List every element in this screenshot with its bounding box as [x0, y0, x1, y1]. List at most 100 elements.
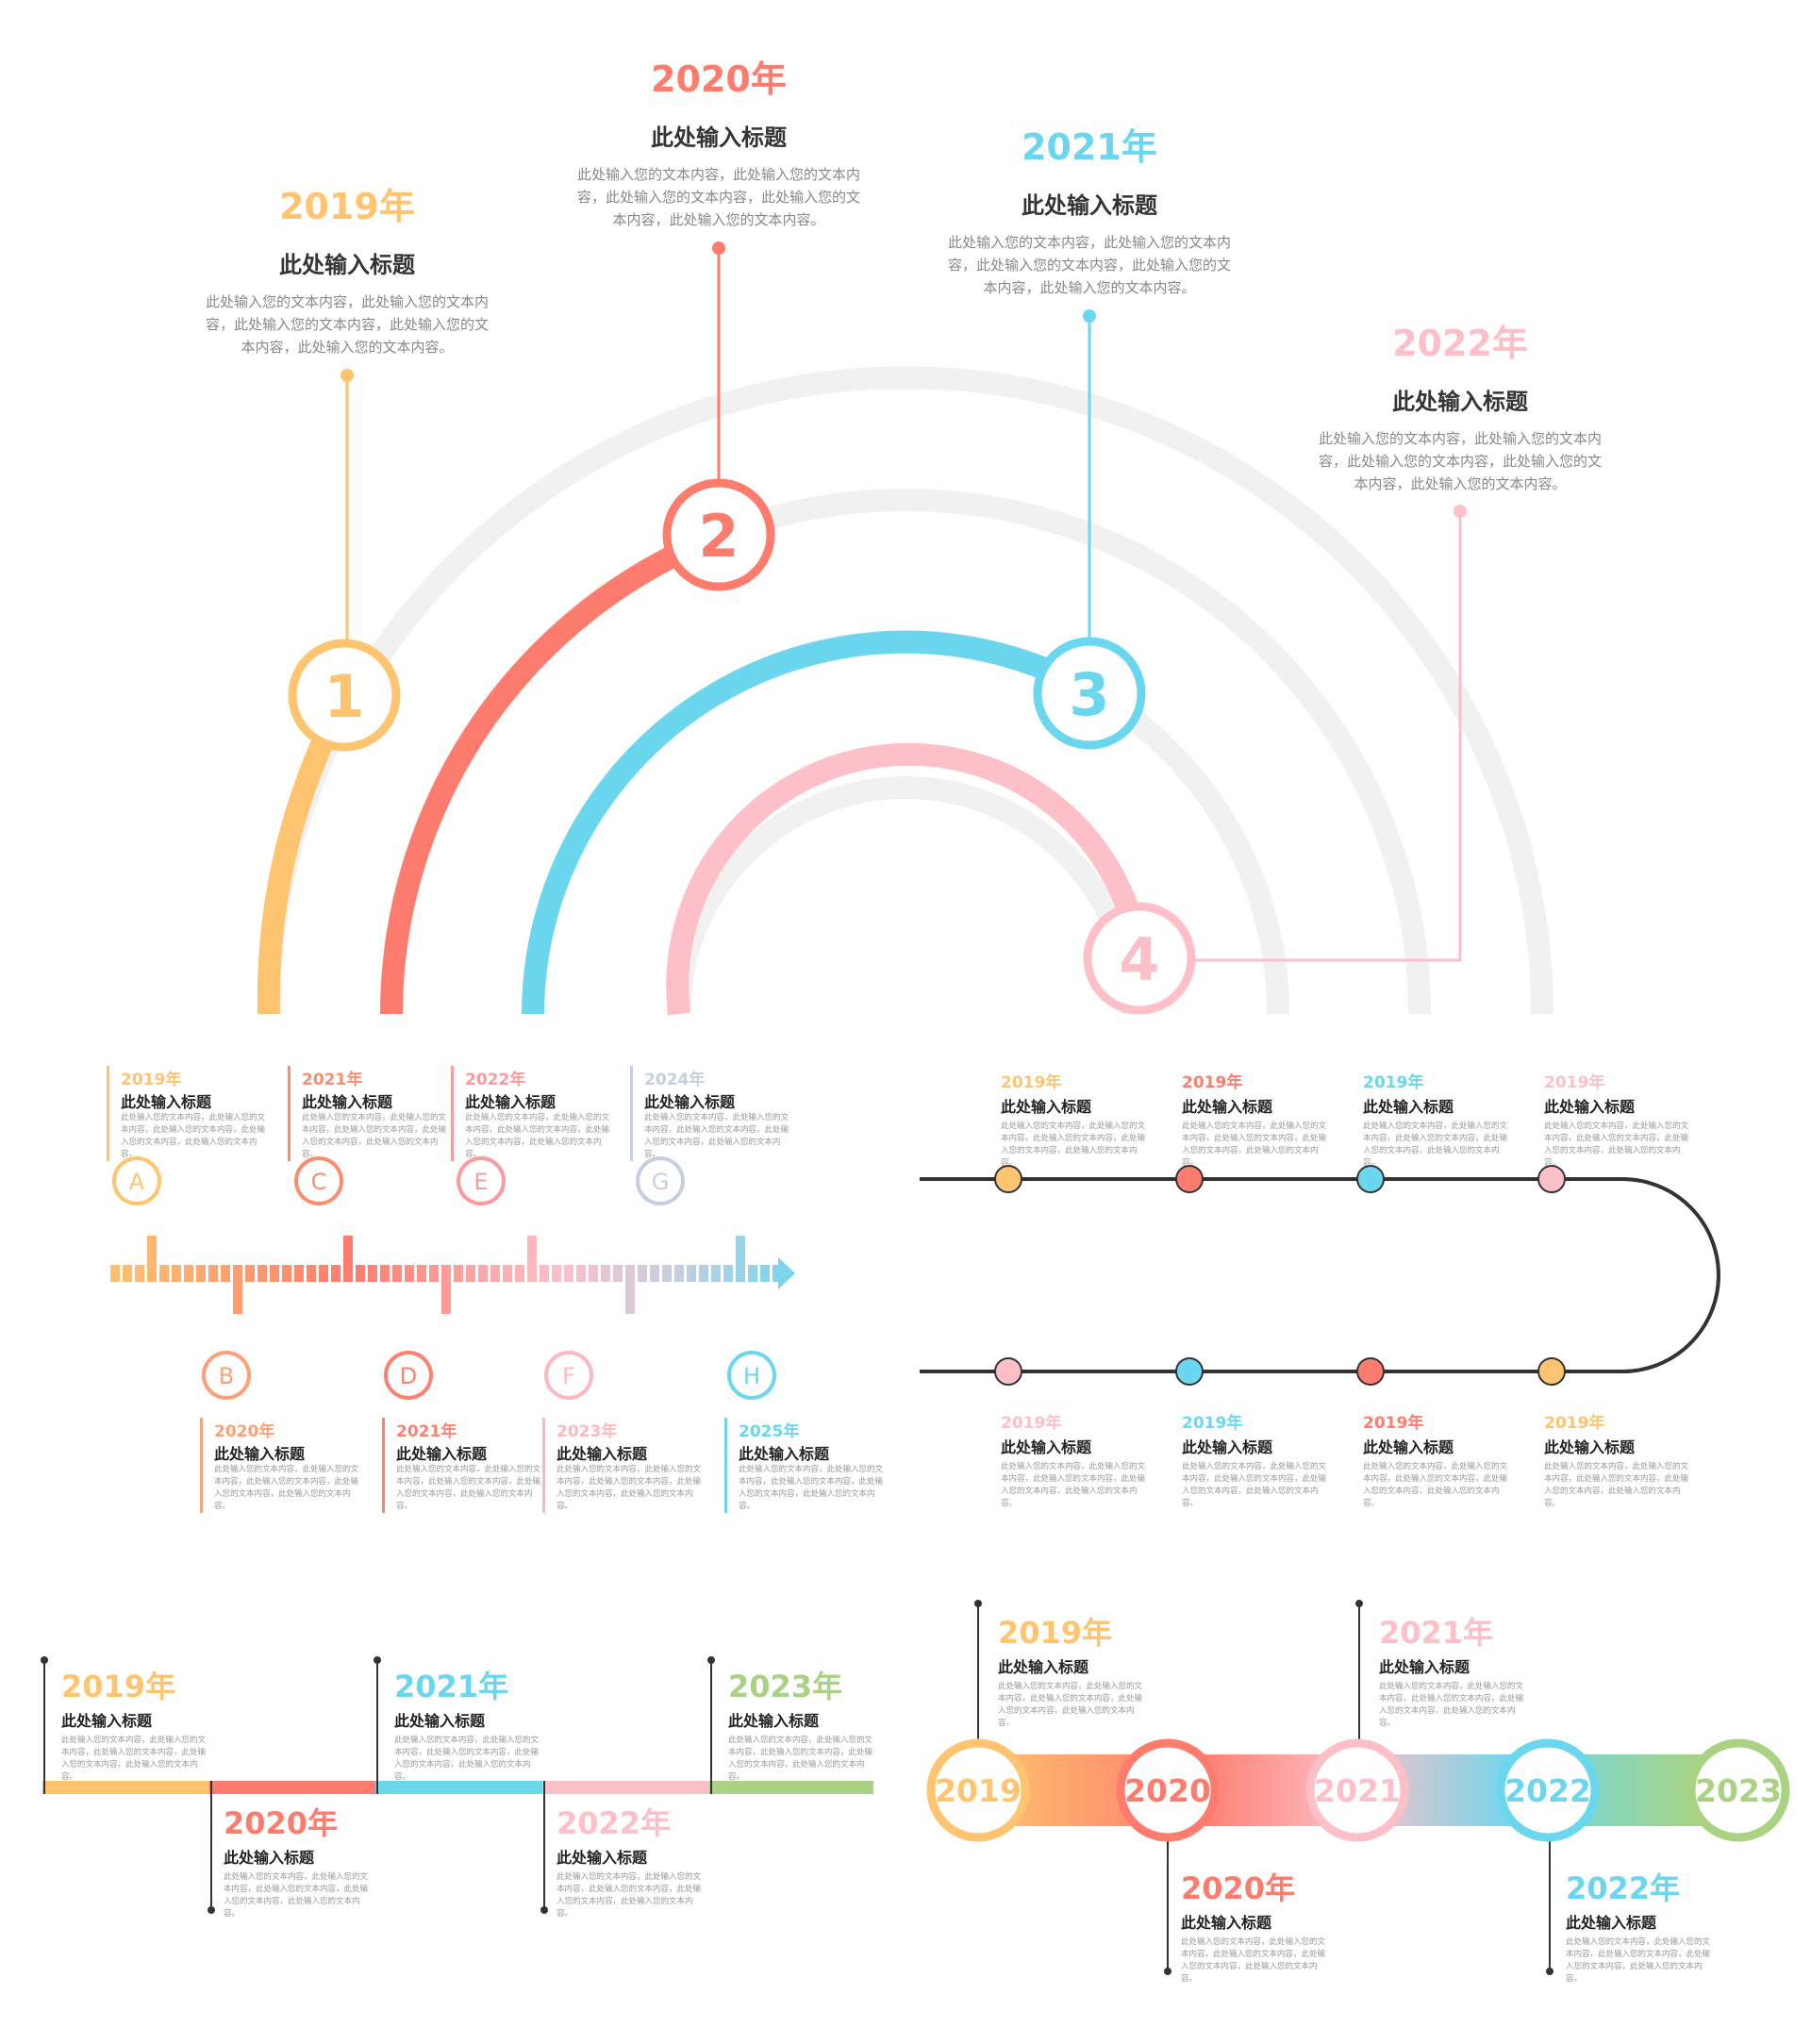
serpentine-caption-top: 2019年 此处输入标题 此处输入您的文本内容，此处输入您的文本内容，此处输入您的文… [1544, 1069, 1695, 1170]
gradient-node-label: 2021 [1314, 1772, 1401, 1809]
caption-title: 此处输入标题 [557, 1849, 648, 1867]
flat-timeline-graphic [41, 1656, 873, 1914]
caption-body: 此处输入您的文本内容，此处输入您的文本内容，此处输入您的文本内容，此处输入您的文… [1001, 1122, 1146, 1168]
arc-track-bg-4 [668, 776, 1143, 1015]
barcode-body: 此处输入您的文本内容，此处输入您的文本内容，此处输入您的文本内容，此处输入您的文… [214, 1465, 359, 1511]
flat-caption: 2019年 此处输入标题 此处输入您的文本内容，此处输入您的文本内容，此处输入您的文… [61, 1663, 212, 1784]
caption-body: 此处输入您的文本内容，此处输入您的文本内容，此处输入您的文本内容，此处输入您的文… [998, 1682, 1143, 1728]
gradient-dot [1355, 1600, 1363, 1607]
gradient-caption: 2019年此处输入标题此处输入您的文本内容，此处输入您的文本内容，此处输入您的文… [998, 1609, 1149, 1730]
caption-title: 此处输入标题 [224, 1849, 315, 1867]
barcode-year: 2019年 [121, 1071, 182, 1089]
gradient-dot [974, 1600, 982, 1607]
gradient-node-2021: 2021 [1305, 1738, 1409, 1842]
arc-title: 此处输入标题 [1022, 192, 1157, 219]
caption-year: 2019年 [998, 1615, 1113, 1651]
serpentine-dot [994, 1165, 1022, 1193]
arc-body: 此处输入您的文本内容，此处输入您的文本内容，此处输入您的文本内容，此处输入您的文… [947, 234, 1231, 296]
arc-node-3: 3 [1033, 637, 1146, 750]
caption-year: 2019年 [1363, 1073, 1424, 1092]
caption-body: 此处输入您的文本内容，此处输入您的文本内容，此处输入您的文本内容，此处输入您的文… [1544, 1462, 1689, 1508]
arc-year: 2022年 [1392, 323, 1528, 364]
caption-title: 此处输入标题 [1544, 1438, 1636, 1456]
barcode-node-f: F [544, 1351, 593, 1400]
caption-title: 此处输入标题 [1363, 1098, 1454, 1116]
caption-body: 此处输入您的文本内容，此处输入您的文本内容，此处输入您的文本内容，此处输入您的文… [1182, 1122, 1327, 1168]
serpentine-caption-bottom: 2019年 此处输入标题 此处输入您的文本内容，此处输入您的文本内容，此处输入您的文… [1544, 1409, 1695, 1510]
caption-body: 此处输入您的文本内容，此处输入您的文本内容，此处输入您的文本内容，此处输入您的文… [557, 1872, 702, 1919]
caption-title: 此处输入标题 [1182, 1438, 1273, 1456]
gradient-node-2022: 2022 [1496, 1738, 1600, 1842]
caption-year: 2021年 [1379, 1615, 1494, 1651]
arc-caption-3: 2021年 此处输入标题 此处输入您的文本内容，此处输入您的文本内容，此处输入您… [943, 118, 1236, 299]
serpentine-dot [1175, 1357, 1204, 1386]
barcode-node-b: B [202, 1351, 251, 1400]
arc-title: 此处输入标题 [651, 125, 787, 151]
caption-body: 此处输入您的文本内容，此处输入您的文本内容，此处输入您的文本内容，此处输入您的文… [1363, 1122, 1508, 1168]
caption-body: 此处输入您的文本内容，此处输入您的文本内容，此处输入您的文本内容，此处输入您的文… [1363, 1462, 1508, 1508]
gradient-caption: 2020年 此处输入标题 此处输入您的文本内容，此处输入您的文本内容，此处输入您的文… [1181, 1865, 1332, 1986]
gradient-timeline-graphic: 2019 2020 2021 2022 2023 [926, 1600, 1790, 1975]
caption-body: 此处输入您的文本内容，此处输入您的文本内容，此处输入您的文本内容，此处输入您的文… [1566, 1937, 1711, 1984]
serpentine-caption-top: 2019年此处输入标题此处输入您的文本内容，此处输入您的文本内容，此处输入您的文… [1001, 1069, 1152, 1170]
barcode-caption-h: 2025年 此处输入标题 此处输入您的文本内容，此处输入您的文本内容，此处输入您… [724, 1418, 889, 1513]
serpentine-dot [1175, 1165, 1204, 1193]
flat-dot [374, 1656, 381, 1664]
barcode-body: 此处输入您的文本内容，此处输入您的文本内容，此处输入您的文本内容，此处输入您的文… [557, 1465, 702, 1511]
barcode-caption-g: 2024年 此处输入标题 此处输入您的文本内容，此处输入您的文本内容，此处输入您… [630, 1066, 795, 1161]
gradient-node-label: 2022 [1504, 1772, 1591, 1809]
gradient-caption: 2022年 此处输入标题 此处输入您的文本内容，此处输入您的文本内容，此处输入您的文… [1566, 1865, 1717, 1986]
caption-title: 此处输入标题 [728, 1712, 820, 1730]
arc-track-2 [380, 524, 723, 1015]
barcode-caption-e: 2022年 此处输入标题 此处输入您的文本内容，此处输入您的文本内容，此处输入您… [451, 1066, 616, 1161]
caption-title: 此处输入标题 [1379, 1658, 1470, 1676]
barcode-letter: F [562, 1363, 575, 1389]
barcode-body: 此处输入您的文本内容，此处输入您的文本内容，此处输入您的文本内容，此处输入您的文… [465, 1113, 610, 1159]
barcode-node-h: H [727, 1351, 776, 1400]
serpentine-timeline-graphic [920, 1165, 1720, 1386]
barcode-node-c: C [294, 1156, 343, 1205]
arc-caption-1: 2019年 此处输入标题 此处输入您的文本内容，此处输入您的文本内容，此处输入您… [201, 177, 493, 358]
gradient-dot [1164, 1968, 1171, 1975]
caption-year: 2019年 [1182, 1073, 1243, 1092]
barcode-caption-a: 2019年 此处输入标题 此处输入您的文本内容，此处输入您的文本内容，此处输入您… [107, 1066, 272, 1161]
arc-caption-4: 2022年 此处输入标题 此处输入您的文本内容，此处输入您的文本内容，此处输入您… [1314, 314, 1606, 495]
barcode-letter: D [400, 1363, 417, 1389]
serpentine-caption-bottom: 2019年 此处输入标题 此处输入您的文本内容，此处输入您的文本内容，此处输入您的文… [1363, 1409, 1514, 1510]
barcode-node-a: A [112, 1156, 161, 1205]
caption-year: 2019年 [1001, 1073, 1062, 1092]
flat-dot [540, 1906, 548, 1914]
barcode-body: 此处输入您的文本内容，此处输入您的文本内容，此处输入您的文本内容，此处输入您的文… [739, 1465, 884, 1511]
barcode-node-d: D [384, 1351, 433, 1400]
barcode-title: 此处输入标题 [302, 1093, 393, 1111]
serpentine-caption-top: 2019年 此处输入标题 此处输入您的文本内容，此处输入您的文本内容，此处输入您的文… [1182, 1069, 1333, 1170]
arc-year: 2020年 [651, 58, 787, 100]
gradient-node-label: 2023 [1695, 1772, 1782, 1809]
caption-body: 此处输入您的文本内容，此处输入您的文本内容，此处输入您的文本内容，此处输入您的文… [1001, 1462, 1146, 1508]
barcode-title: 此处输入标题 [739, 1445, 830, 1463]
caption-year: 2019年 [1363, 1414, 1424, 1433]
caption-year: 2020年 [224, 1805, 339, 1841]
arc-dot-1 [341, 369, 354, 382]
arc-dot-3 [1083, 309, 1096, 323]
caption-title: 此处输入标题 [394, 1712, 486, 1730]
caption-title: 此处输入标题 [1001, 1098, 1092, 1116]
barcode-title: 此处输入标题 [644, 1093, 736, 1111]
serpentine-dot [1356, 1357, 1385, 1386]
svg-text:2: 2 [698, 502, 739, 571]
barcode-body: 此处输入您的文本内容，此处输入您的文本内容，此处输入您的文本内容，此处输入您的文… [121, 1113, 266, 1159]
barcode-letter: B [219, 1363, 234, 1389]
caption-year: 2019年 [61, 1669, 176, 1704]
arc-body: 此处输入您的文本内容，此处输入您的文本内容，此处输入您的文本内容，此处输入您的文… [576, 166, 860, 228]
barcode-body: 此处输入您的文本内容，此处输入您的文本内容，此处输入您的文本内容，此处输入您的文… [396, 1465, 541, 1511]
caption-title: 此处输入标题 [998, 1658, 1089, 1676]
caption-body: 此处输入您的文本内容，此处输入您的文本内容，此处输入您的文本内容，此处输入您的文… [61, 1736, 207, 1782]
gradient-node-2023: 2023 [1686, 1738, 1790, 1842]
flat-segment [42, 1781, 209, 1794]
caption-body: 此处输入您的文本内容，此处输入您的文本内容，此处输入您的文本内容，此处输入您的文… [1182, 1462, 1327, 1508]
arc-year: 2019年 [279, 186, 415, 227]
barcode-bars [104, 1226, 806, 1339]
barcode-year: 2022年 [465, 1071, 526, 1089]
barcode-year: 2020年 [214, 1422, 275, 1441]
barcode-caption-f: 2023年 此处输入标题 此处输入您的文本内容，此处输入您的文本内容，此处输入您… [542, 1418, 707, 1513]
